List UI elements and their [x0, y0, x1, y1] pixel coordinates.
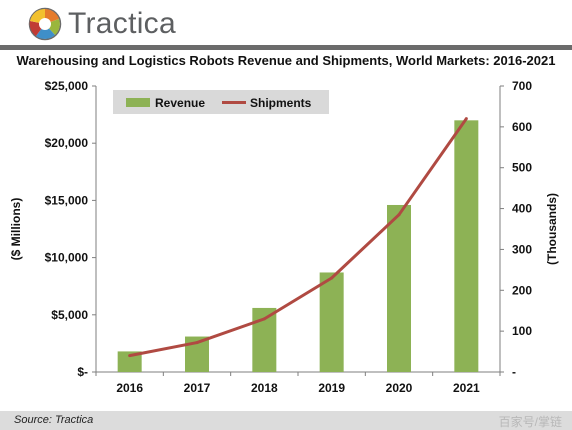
- x-tick-label: 2020: [386, 381, 413, 395]
- y-tick-label-left: $15,000: [45, 193, 89, 207]
- point-shipments: [464, 117, 468, 121]
- y-tick-label-left: $-: [77, 365, 88, 379]
- y-tick-label-left: $5,000: [51, 308, 88, 322]
- line-shipments: [129, 117, 468, 358]
- legend-label-revenue: Revenue: [155, 96, 205, 110]
- bar-revenue: [387, 204, 411, 372]
- brand-name: Tractica: [68, 7, 176, 40]
- point-shipments: [128, 354, 132, 358]
- y-tick-label-left: $10,000: [45, 251, 89, 265]
- bar-revenue: [454, 120, 479, 372]
- x-tick-label: 2019: [318, 381, 345, 395]
- y-tick-label-right: 500: [512, 161, 532, 175]
- y-tick-label-right: 200: [512, 283, 532, 297]
- header-divider: [0, 45, 572, 50]
- y-tick-label-right: 300: [512, 242, 532, 256]
- bar-revenue: [117, 351, 142, 372]
- x-tick-label: 2017: [184, 381, 211, 395]
- y-tick-label-left: $20,000: [45, 136, 89, 150]
- chart-title: Warehousing and Logistics Robots Revenue…: [16, 53, 556, 68]
- legend-label-shipments: Shipments: [250, 96, 312, 110]
- point-shipments: [262, 317, 266, 321]
- tractica-logo-icon: [28, 7, 62, 41]
- x-tick-label: 2021: [453, 381, 480, 395]
- y-tick-label-right: 700: [512, 79, 532, 93]
- y-axis-title-right: (Thousands): [545, 193, 559, 265]
- point-shipments: [330, 276, 334, 280]
- x-tick-label: 2016: [116, 381, 143, 395]
- y-tick-label-right: 400: [512, 202, 532, 216]
- y-tick-label-right: 100: [512, 324, 532, 338]
- brand: Tractica: [28, 6, 176, 42]
- source-note: Source: Tractica: [14, 414, 94, 426]
- watermark: 百家号/掌链: [498, 415, 562, 429]
- bar-revenue: [252, 307, 277, 372]
- y-tick-label-left: $25,000: [45, 79, 89, 93]
- chart: $- $5,000 $10,000 $15,000 $20,000 $25,000 - 100…: [9, 79, 559, 395]
- point-shipments: [397, 213, 401, 217]
- footer: Source: Tractica 百家号/掌链: [0, 411, 572, 430]
- bar-revenue: [319, 272, 344, 372]
- x-tick-label: 2018: [251, 381, 278, 395]
- legend-swatch-revenue: [126, 98, 150, 107]
- y-tick-label-right: 600: [512, 120, 532, 134]
- y-tick-label-right: -: [512, 365, 516, 379]
- y-axis-title-left: ($ Millions): [9, 198, 23, 261]
- point-shipments: [195, 341, 199, 345]
